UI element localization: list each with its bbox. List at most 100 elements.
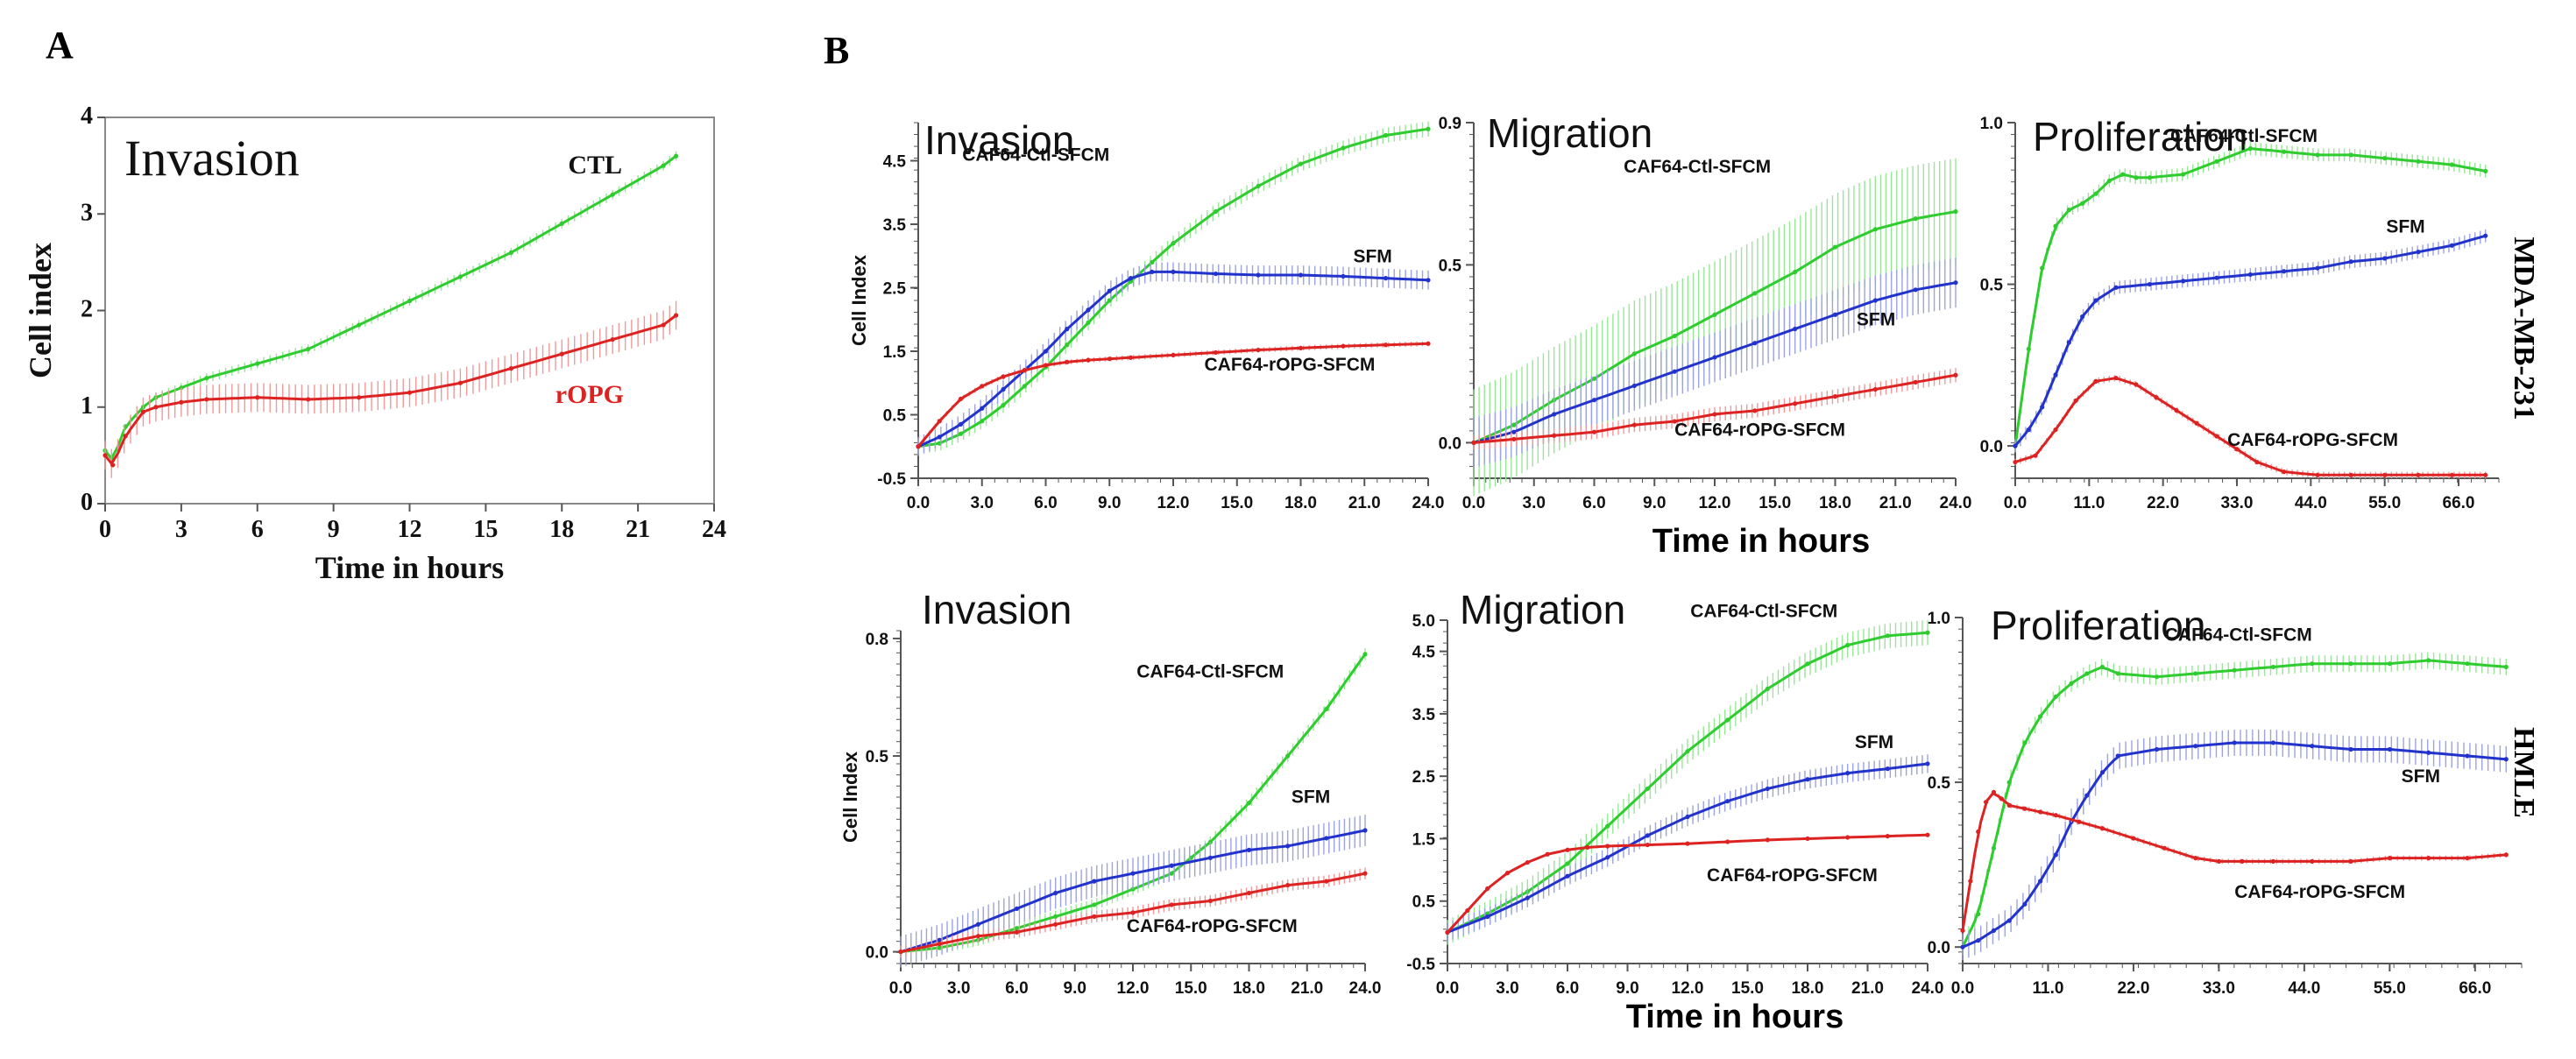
data-point: [2416, 472, 2421, 477]
data-point: [2131, 836, 2136, 841]
data-point: [1341, 343, 1346, 349]
data-point: [1298, 161, 1304, 166]
chart-title: Invasion: [924, 117, 1074, 163]
x-tick-label: 24.0: [1940, 494, 1972, 512]
x-tick-label: 21.0: [1348, 494, 1381, 512]
data-point: [2022, 740, 2028, 745]
x-tick-label: 12.0: [1672, 979, 1704, 998]
x-tick-label: 55.0: [2374, 979, 2406, 998]
series-sfm: [1445, 754, 1930, 943]
series-label: CAF64-Ctl-SFCM: [962, 145, 1109, 166]
data-point: [937, 419, 942, 424]
series-caf64-ropg-sfcm: [898, 867, 1368, 958]
chart-title: Migration: [1460, 587, 1625, 632]
data-point: [2247, 145, 2253, 152]
data-point: [2348, 152, 2353, 158]
data-point: [1213, 349, 1219, 356]
data-point: [2134, 175, 2139, 180]
data-point: [2310, 744, 2315, 749]
data-point: [1991, 789, 1997, 794]
data-point: [2053, 427, 2058, 433]
series-label: CAF64-Ctl-SFCM: [1136, 662, 1284, 682]
data-point: [1591, 429, 1597, 434]
x-tick-label: 3.0: [971, 494, 994, 512]
data-point: [1511, 429, 1517, 434]
data-point: [1991, 928, 1997, 933]
data-point: [610, 336, 615, 342]
data-point: [1960, 928, 1965, 933]
data-point: [2147, 175, 2152, 180]
data-point: [559, 351, 564, 357]
data-point: [1511, 422, 1517, 427]
data-point: [1805, 661, 1810, 667]
x-tick-label: 21.0: [1879, 494, 1912, 512]
x-tick-label: 21.0: [1851, 979, 1884, 998]
data-point: [1092, 902, 1097, 907]
data-point: [1793, 326, 1798, 332]
data-point: [980, 406, 985, 411]
data-point: [2066, 340, 2071, 345]
y-axis-label: Cell Index: [848, 254, 870, 346]
y-tick-label: 0.0: [866, 944, 888, 963]
y-tick-label: 2.5: [883, 280, 907, 299]
data-point: [2348, 858, 2353, 864]
series-label: SFM: [1292, 787, 1330, 808]
data-point: [1130, 910, 1136, 915]
series-caf64-ctl-sfcm: [1960, 652, 2509, 956]
y-tick-label: 0.5: [1928, 774, 1951, 793]
x-tick-label: 3.0: [1523, 494, 1546, 512]
series-sfm: [898, 815, 1368, 968]
data-point: [204, 376, 209, 381]
series-sfm: [1960, 729, 2509, 961]
data-point: [1128, 355, 1134, 360]
data-point: [1285, 753, 1291, 759]
series-label: SFM: [1857, 309, 1895, 329]
x-tick-label: 0.0: [1462, 494, 1485, 512]
data-point: [1471, 440, 1476, 445]
data-point: [1086, 320, 1091, 325]
data-point: [356, 395, 362, 400]
data-point: [1631, 422, 1637, 427]
data-point: [1845, 835, 1851, 840]
data-point: [1805, 836, 1810, 842]
series-label: SFM: [2386, 216, 2424, 237]
x-tick-label: 24.0: [1412, 494, 1445, 512]
data-point: [1872, 227, 1878, 232]
chart-title: Proliferation: [1991, 603, 2205, 648]
data-point: [2465, 661, 2470, 667]
chart-b-hmle-invasion: 0.0 3.0 6.0 9.0 12.0 15.0 18.0 21.0 24.0 0.0 0.5 0.…: [839, 587, 1381, 998]
x-tick-label: 18: [549, 516, 574, 543]
data-point: [1256, 183, 1261, 189]
data-point: [2270, 740, 2276, 745]
data-point: [1043, 363, 1049, 368]
data-point: [2006, 802, 2012, 808]
data-point: [1645, 842, 1650, 848]
data-point: [2053, 852, 2058, 858]
data-point: [1043, 349, 1049, 354]
chart-title: Migration: [1487, 110, 1652, 156]
data-point: [1765, 686, 1770, 692]
data-point: [2348, 472, 2353, 477]
chart-b-mda-invasion: 0.0 3.0 6.0 9.0 12.0 15.0 18.0 21.0 24.0 -0.5 0.5 1…: [848, 117, 1444, 512]
data-point: [1565, 861, 1570, 866]
data-point: [2449, 162, 2454, 167]
data-point: [1213, 271, 1219, 277]
data-point: [980, 384, 985, 389]
data-point: [1256, 347, 1261, 353]
data-point: [2483, 472, 2488, 477]
data-point: [2099, 826, 2105, 831]
series-ctl: [103, 151, 679, 464]
data-point: [1150, 269, 1155, 274]
data-point: [1725, 839, 1730, 844]
y-tick-label: -0.5: [877, 470, 906, 489]
y-tick-label: 0.5: [1439, 257, 1462, 275]
data-point: [2503, 664, 2509, 670]
data-point: [937, 945, 942, 950]
data-point: [1426, 126, 1431, 131]
data-point: [2465, 753, 2470, 759]
x-tick-label: 9.0: [1098, 494, 1121, 512]
data-point: [2465, 856, 2470, 861]
panel-a-letter: A: [46, 24, 74, 67]
data-point: [1169, 863, 1174, 868]
time-axis-label-bottom: Time in hours: [1626, 999, 1844, 1035]
